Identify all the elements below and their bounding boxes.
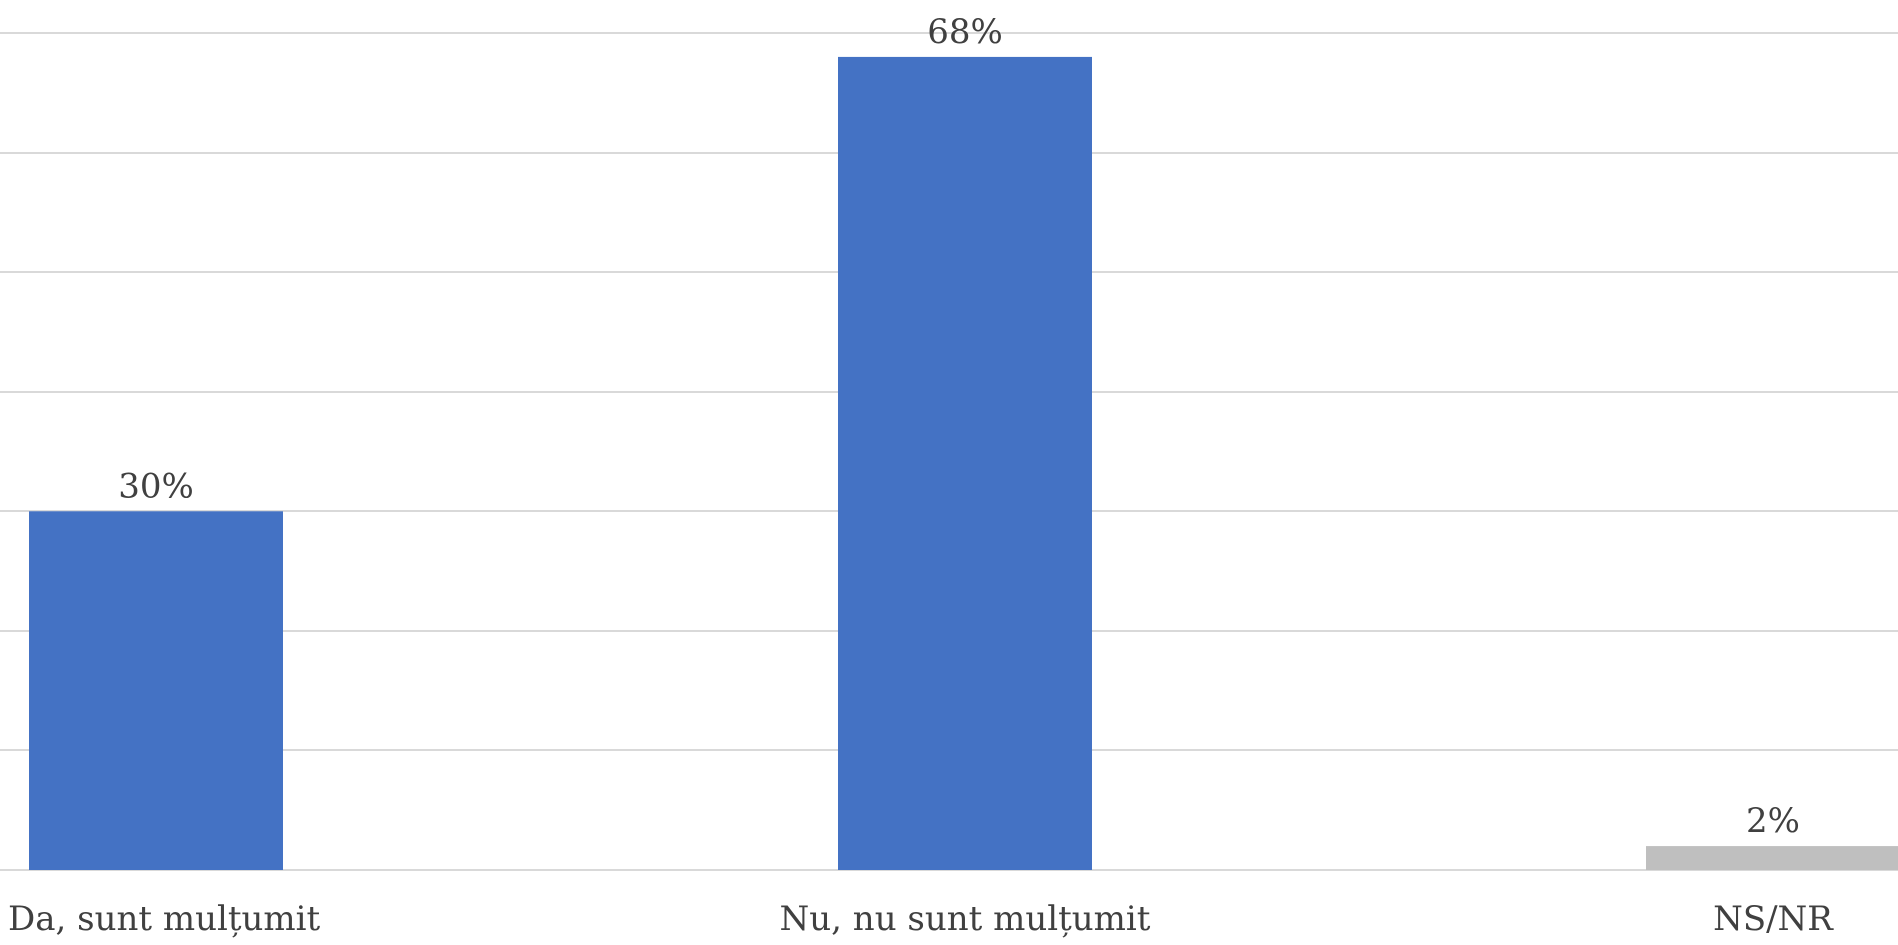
category-label-3: NS/NR: [1713, 899, 1834, 939]
category-labels: Da, sunt mulțumit Nu, nu sunt mulțumit NS/…: [8, 899, 1834, 939]
category-label-1: Da, sunt mulțumit: [8, 899, 321, 939]
bar-2: [838, 56, 1092, 870]
bar-1: [29, 511, 283, 870]
category-label-2: Nu, nu sunt mulțumit: [780, 899, 1151, 939]
bars: [29, 56, 1898, 870]
data-label-2: 68%: [927, 12, 1003, 52]
data-label-1: 30%: [118, 466, 194, 506]
data-label-3: 2%: [1746, 801, 1800, 841]
bar-3: [1646, 846, 1898, 870]
data-labels: 30% 68% 2%: [118, 12, 1800, 841]
